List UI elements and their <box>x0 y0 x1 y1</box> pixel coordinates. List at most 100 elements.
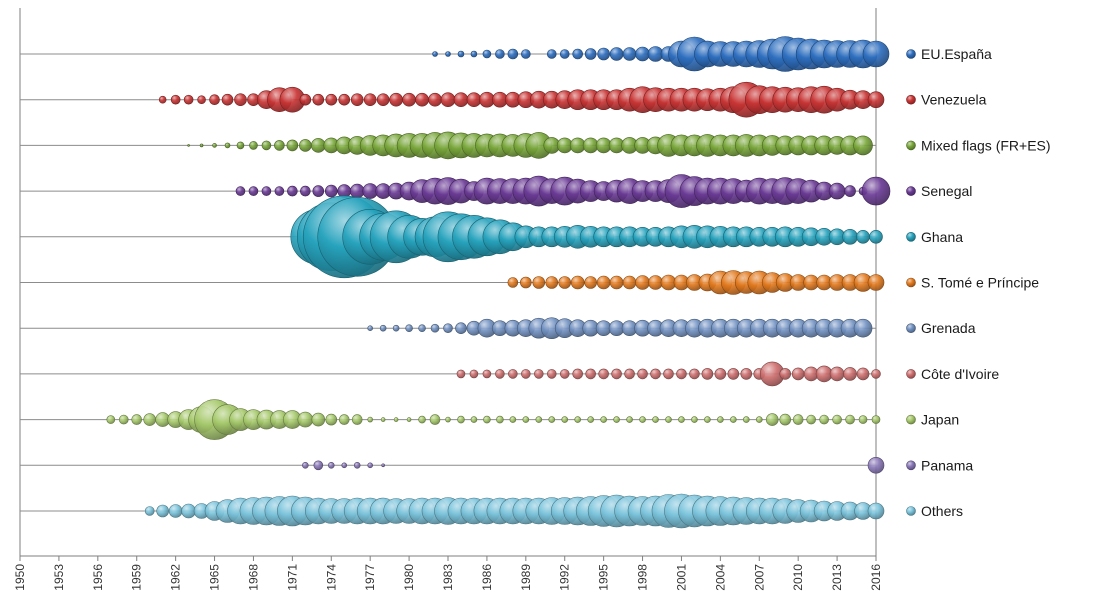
legend-marker-c-te-d-ivoire <box>906 369 916 379</box>
x-tick-label-1998: 1998 <box>636 564 650 591</box>
bubble-panama-1973 <box>313 460 324 471</box>
bubble-japan-1979 <box>393 417 399 422</box>
bubble-japan-1996 <box>613 416 620 423</box>
bubble-c-te-d-ivoire-1999 <box>650 368 661 380</box>
x-tick-label-1974: 1974 <box>324 564 338 591</box>
bubble-s-tom-e-pr-ncipe-1993 <box>570 275 585 290</box>
x-tick-label-2007: 2007 <box>752 564 766 591</box>
bubble-grenada-1979 <box>392 324 400 332</box>
bubble-japan-1960 <box>143 413 156 426</box>
x-tick-label-1992: 1992 <box>558 564 572 591</box>
bubble-c-te-d-ivoire-2014 <box>843 367 857 381</box>
bubble-grenada-1983 <box>443 323 453 334</box>
bubble-mixed-flags-fr-es-1969 <box>261 140 272 151</box>
bubble-c-te-d-ivoire-1987 <box>495 369 505 379</box>
legend-marker-japan <box>906 414 916 425</box>
bubble-s-tom-e-pr-ncipe-1998 <box>635 275 650 290</box>
legend-marker-s-tom-e-pr-ncipe <box>906 277 916 288</box>
bubble-eu-espa-a-1988 <box>507 48 519 60</box>
bubble-japan-1998 <box>639 416 646 423</box>
bubble-s-tom-e-pr-ncipe-1988 <box>507 277 519 288</box>
bubble-japan-1986 <box>483 415 491 424</box>
bubble-japan-1977 <box>367 416 373 423</box>
bubble-venezuela-1975 <box>338 93 351 106</box>
bubble-mixed-flags-fr-es-1966 <box>224 142 231 149</box>
bubble-venezuela-1983 <box>440 92 456 107</box>
bubble-panama-1977 <box>367 462 373 469</box>
bubble-others-2016 <box>867 502 885 520</box>
bubble-venezuela-1978 <box>376 93 390 106</box>
bubble-japan-1957 <box>106 415 116 424</box>
bubble-c-te-d-ivoire-1995 <box>598 368 609 380</box>
legend-label-c-te-d-ivoire: Côte d'Ivoire <box>921 366 999 382</box>
bubble-c-te-d-ivoire-1992 <box>559 369 570 379</box>
bubble-japan-1972 <box>297 411 314 428</box>
bubble-venezuela-1980 <box>402 92 416 107</box>
bubble-senegal-1969 <box>261 186 272 196</box>
bubble-senegal-2016 <box>861 176 891 206</box>
bubble-c-te-d-ivoire-1985 <box>469 369 479 379</box>
bubble-ghana-2016 <box>869 230 883 244</box>
bubble-eu-espa-a-1996 <box>609 47 624 61</box>
bubble-mixed-flags-fr-es-1963 <box>187 144 190 147</box>
bubble-japan-2009 <box>779 413 792 426</box>
bubble-venezuela-1981 <box>415 92 429 107</box>
legend-label-mixed-flags-fr-es: Mixed flags (FR+ES) <box>921 137 1051 153</box>
bubble-s-tom-e-pr-ncipe-1999 <box>648 275 663 290</box>
bubble-c-te-d-ivoire-2013 <box>829 366 845 382</box>
x-tick-label-1968: 1968 <box>246 564 260 591</box>
bubble-others-1961 <box>156 504 169 518</box>
bubble-eu-espa-a-1986 <box>482 49 492 59</box>
bubble-japan-1987 <box>496 415 504 424</box>
bubble-eu-espa-a-2016 <box>862 40 890 68</box>
bubble-ghana-2014 <box>842 229 858 245</box>
bubble-c-te-d-ivoire-2006 <box>740 368 753 380</box>
bubble-japan-2013 <box>832 414 842 425</box>
bubble-eu-espa-a-1985 <box>470 50 478 58</box>
x-tick-label-1962: 1962 <box>169 564 183 591</box>
bubble-japan-1988 <box>509 416 517 423</box>
bubble-grenada-1984 <box>455 322 467 335</box>
legend-marker-others <box>906 506 916 516</box>
bubble-mixed-flags-fr-es-2015 <box>853 135 873 156</box>
x-tick-label-1995: 1995 <box>597 564 611 591</box>
bubble-mixed-flags-fr-es-1964 <box>199 143 204 148</box>
x-tick-label-1986: 1986 <box>480 564 494 591</box>
x-tick-label-1977: 1977 <box>363 564 377 591</box>
bubble-c-te-d-ivoire-2009 <box>779 368 792 380</box>
bubble-eu-espa-a-1993 <box>572 48 583 60</box>
bubble-eu-espa-a-1982 <box>432 51 438 57</box>
bubble-japan-2001 <box>678 416 685 423</box>
bubble-c-te-d-ivoire-1989 <box>521 369 531 379</box>
bubble-venezuela-1967 <box>234 93 247 106</box>
x-tick-label-2001: 2001 <box>674 564 688 591</box>
legend-label-eu-espa-a: EU.España <box>921 46 992 62</box>
x-tick-label-2016: 2016 <box>869 564 883 591</box>
bubble-senegal-1970 <box>274 186 285 196</box>
bubble-s-tom-e-pr-ncipe-1992 <box>558 276 572 289</box>
legend-label-panama: Panama <box>921 457 973 473</box>
bubble-eu-espa-a-1997 <box>622 47 637 61</box>
bubble-japan-1990 <box>535 416 543 423</box>
bubble-venezuela-1973 <box>312 93 325 106</box>
bubble-c-te-d-ivoire-1988 <box>508 369 518 379</box>
bubble-c-te-d-ivoire-1984 <box>456 369 466 379</box>
bubble-c-te-d-ivoire-2012 <box>815 365 833 383</box>
legend-marker-grenada <box>906 323 916 334</box>
bubble-c-te-d-ivoire-2016 <box>871 369 881 379</box>
legend-label-ghana: Ghana <box>921 229 963 245</box>
x-tick-label-1980: 1980 <box>402 564 416 591</box>
bubble-japan-2008 <box>765 413 779 426</box>
bubble-c-te-d-ivoire-1990 <box>533 369 544 379</box>
x-tick-label-1989: 1989 <box>519 564 533 591</box>
bubble-japan-1973 <box>311 412 326 427</box>
bubble-panama-1978 <box>381 463 385 468</box>
legend-marker-venezuela <box>906 94 916 105</box>
bubble-others-1960 <box>144 506 155 516</box>
x-tick-label-1965: 1965 <box>208 564 222 591</box>
bubble-japan-1992 <box>561 416 569 423</box>
bubble-japan-2012 <box>819 414 829 425</box>
bubble-japan-1982 <box>429 414 441 425</box>
bubble-panama-2016 <box>867 456 885 474</box>
